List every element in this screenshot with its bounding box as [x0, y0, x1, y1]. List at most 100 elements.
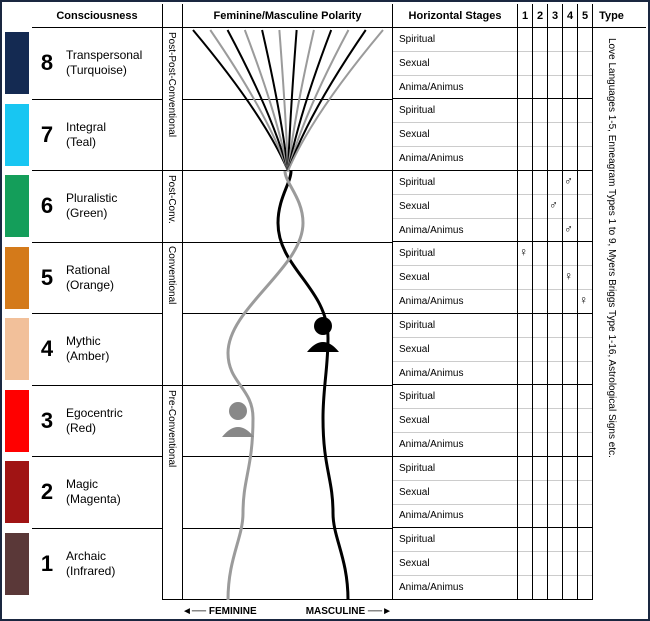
stage-row-3: 3Egocentric(Red)	[32, 386, 162, 458]
grid-cell	[533, 266, 547, 290]
grid-cell	[548, 433, 562, 457]
grid-cell	[533, 314, 547, 338]
color-swatch-1	[5, 533, 29, 595]
color-swatch-6	[5, 175, 29, 237]
hdr-horizontal: Horizontal Stages	[392, 4, 517, 27]
grid-cell	[563, 290, 577, 314]
feminine-label: FEMININE	[182, 606, 257, 617]
stage-label: Integral(Teal)	[66, 120, 106, 150]
grid-cell	[578, 52, 592, 76]
grid-cell	[518, 409, 532, 433]
substage-label: Sexual	[393, 195, 517, 219]
hdr-5: 5	[577, 4, 592, 27]
color-swatch-3	[5, 390, 29, 452]
grid-cell	[578, 552, 592, 576]
grid-cell	[548, 147, 562, 171]
grid-cell	[548, 52, 562, 76]
stage-label: Transpersonal(Turquoise)	[66, 48, 142, 78]
grid-cell	[518, 99, 532, 123]
grid-cell	[548, 290, 562, 314]
grid-cell	[578, 76, 592, 100]
grid-cell	[578, 195, 592, 219]
grid-cell	[518, 505, 532, 529]
stage-num: 5	[38, 265, 56, 291]
grid-cell	[563, 457, 577, 481]
mars-icon: ♂	[564, 174, 573, 188]
grid-cell	[518, 76, 532, 100]
venus-icon: ♀	[564, 269, 573, 283]
stage-num: 1	[38, 551, 56, 577]
grid-cell: ♀	[578, 290, 592, 314]
grid-cell	[563, 28, 577, 52]
grid-cell	[578, 219, 592, 243]
grid-cell	[578, 314, 592, 338]
stage-num: 3	[38, 408, 56, 434]
grid-cell	[548, 76, 562, 100]
grid-cell	[563, 481, 577, 505]
grid-cell	[533, 576, 547, 600]
substage-label: Spiritual	[393, 385, 517, 409]
grid-cell	[548, 457, 562, 481]
col-stage-1: ♀	[517, 28, 532, 600]
conv-label: Pre-Conventional	[166, 390, 177, 467]
grid-cell	[563, 123, 577, 147]
grid-cell	[518, 195, 532, 219]
grid-cell	[533, 409, 547, 433]
substage-label: Sexual	[393, 552, 517, 576]
grid-cell	[533, 362, 547, 386]
grid-cell	[533, 242, 547, 266]
grid-cell	[563, 362, 577, 386]
grid-cell	[548, 481, 562, 505]
grid-cell	[548, 362, 562, 386]
grid-cell	[548, 409, 562, 433]
substage-label: Spiritual	[393, 242, 517, 266]
grid-cell	[548, 576, 562, 600]
grid-cell	[548, 242, 562, 266]
substage-label: Spiritual	[393, 314, 517, 338]
hdr-conv	[162, 4, 182, 27]
grid-cell	[533, 171, 547, 195]
grid-cell	[578, 505, 592, 529]
substage-label: Spiritual	[393, 457, 517, 481]
col-stage-2	[532, 28, 547, 600]
grid-cell	[578, 147, 592, 171]
grid-cell: ♀	[518, 242, 532, 266]
grid-cell	[578, 171, 592, 195]
grid-cell	[563, 528, 577, 552]
grid-cell	[518, 28, 532, 52]
hdr-1: 1	[517, 4, 532, 27]
hdr-3: 3	[547, 4, 562, 27]
grid-cell	[518, 266, 532, 290]
stage-label: Magic(Magenta)	[66, 477, 121, 507]
substage-label: Sexual	[393, 409, 517, 433]
mars-icon: ♂	[564, 222, 573, 236]
grid-cell	[518, 290, 532, 314]
col-stage-4: ♂ ♂ ♀	[562, 28, 577, 600]
substage-label: Sexual	[393, 52, 517, 76]
grid-cell	[563, 338, 577, 362]
color-swatch-7	[5, 104, 29, 166]
grid-cell	[533, 457, 547, 481]
grid-cell: ♂	[563, 171, 577, 195]
header-row: Consciousness Feminine/Masculine Polarit…	[32, 4, 646, 28]
grid-cell	[563, 99, 577, 123]
grid-cell	[578, 433, 592, 457]
grid-cell	[518, 457, 532, 481]
grid-cell	[533, 528, 547, 552]
grid-cell	[518, 52, 532, 76]
grid-cell	[518, 171, 532, 195]
grid-cell	[518, 433, 532, 457]
stage-row-6: 6Pluralistic(Green)	[32, 171, 162, 243]
substage-label: Anima/Animus	[393, 576, 517, 600]
grid-cell	[518, 123, 532, 147]
grid-cell	[548, 123, 562, 147]
grid-cell	[578, 362, 592, 386]
grid-cell	[518, 385, 532, 409]
grid-cell	[578, 338, 592, 362]
hdr-type: Type	[592, 4, 630, 27]
grid-cell	[518, 528, 532, 552]
grid-cell	[548, 266, 562, 290]
grid-cell	[518, 362, 532, 386]
grid-cell	[548, 385, 562, 409]
substage-label: Spiritual	[393, 28, 517, 52]
